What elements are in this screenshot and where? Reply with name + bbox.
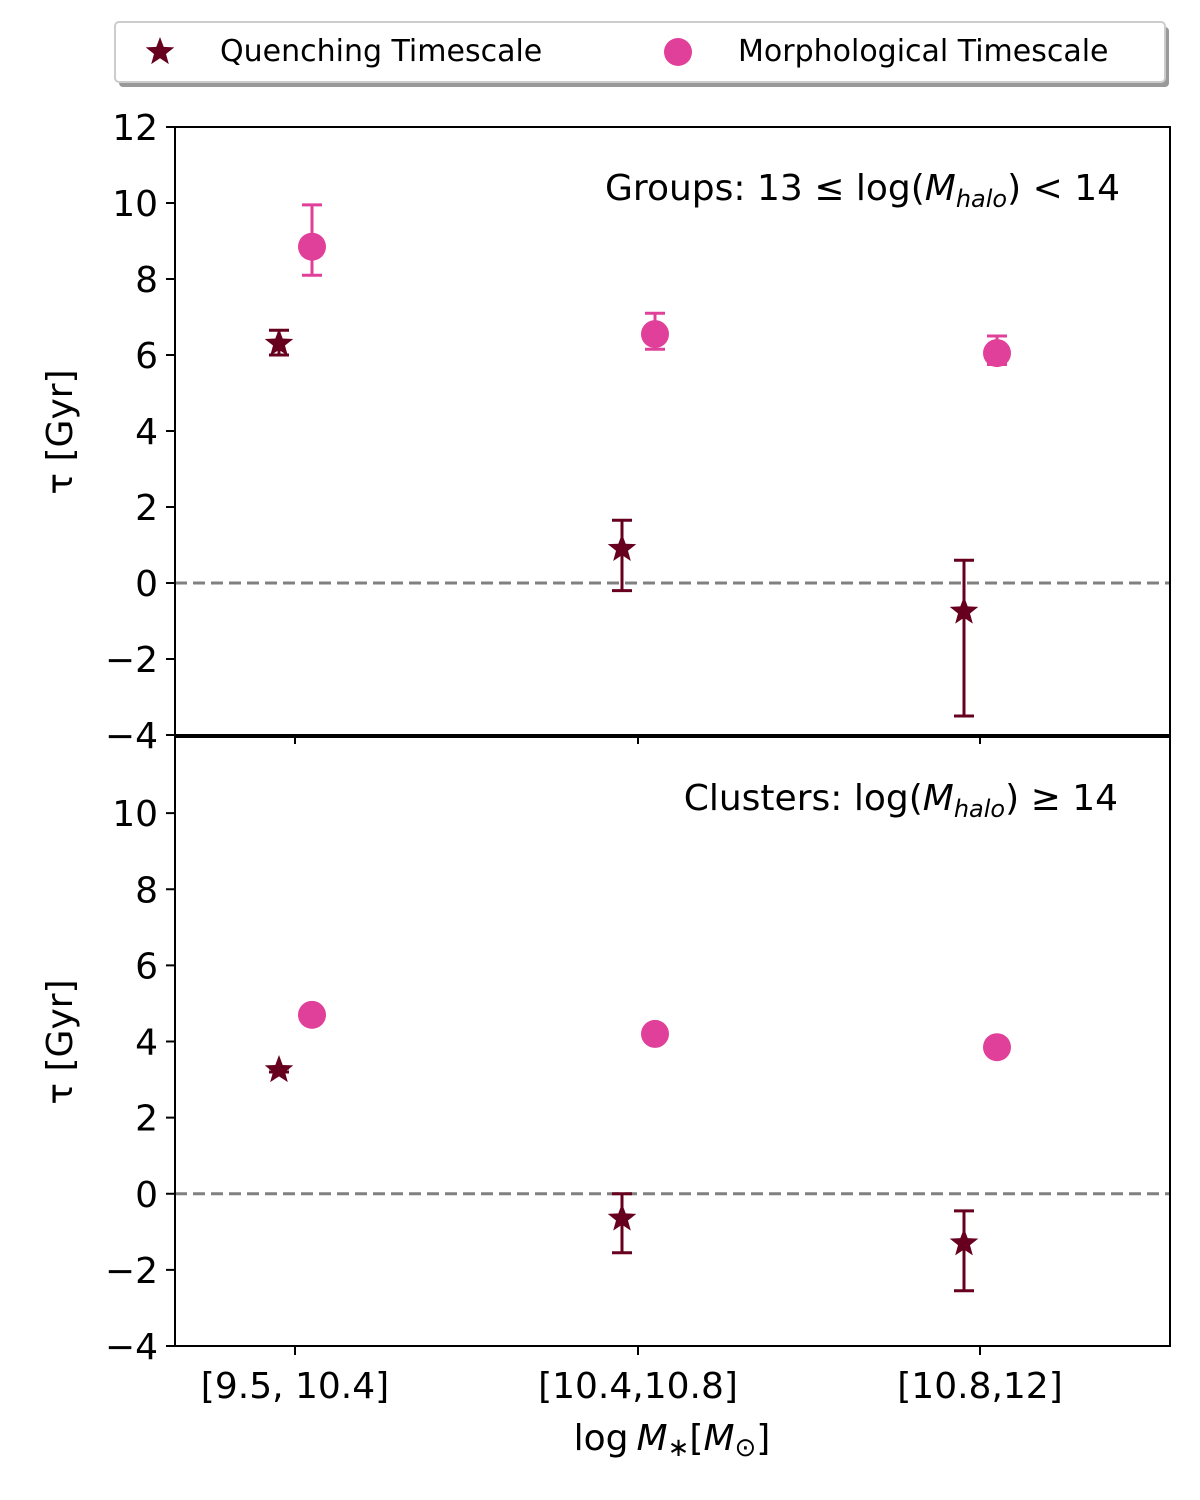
clusters-y-axis-label: τ [Gyr] — [40, 979, 81, 1104]
clusters-axes-frame — [174, 736, 1171, 1347]
groups-y-tick-label: 2 — [135, 488, 158, 529]
clusters-quenching-star-marker — [949, 1228, 979, 1256]
clusters-y-tick-label: 6 — [135, 946, 158, 987]
clusters-y-tick-label: 2 — [135, 1099, 158, 1140]
clusters-y-tick-label: 0 — [135, 1175, 158, 1216]
groups-quenching-star-marker — [264, 328, 294, 356]
groups-y-tick-label: 6 — [135, 336, 158, 377]
groups-y-tick-label: −4 — [105, 716, 158, 757]
groups-panel: −4 −2 0 2 4 6 8 10 12 Groups: 13 ≤ log(Mhalo) < … — [40, 108, 1171, 757]
legend-quenching-label: Quenching Timescale — [220, 34, 542, 69]
x-tick-label: [10.8,12] — [897, 1366, 1063, 1407]
clusters-y-tick-label: −4 — [105, 1327, 158, 1368]
groups-morphological-point — [983, 334, 1011, 368]
legend-box — [114, 21, 1166, 83]
clusters-morphological-point — [983, 1033, 1011, 1062]
clusters-data-marks — [264, 1000, 1011, 1293]
clusters-y-tick-label: 8 — [135, 870, 158, 911]
clusters-y-tick-label: 10 — [112, 794, 158, 835]
groups-axes-frame — [174, 126, 1171, 736]
groups-morphological-circle-marker — [983, 339, 1011, 368]
groups-morphological-circle-marker — [298, 232, 326, 261]
groups-y-tick-label: 10 — [112, 184, 158, 225]
clusters-annotation: Clusters: log(Mhalo) ≥ 14 — [684, 778, 1118, 823]
groups-y-tick-label: 8 — [135, 260, 158, 301]
legend-quenching-marker — [145, 37, 175, 65]
groups-y-tick-label: 0 — [135, 564, 158, 605]
clusters-y-tick-label: 4 — [135, 1023, 158, 1064]
clusters-morphological-circle-marker — [983, 1033, 1011, 1062]
clusters-quenching-star-marker — [264, 1055, 294, 1083]
groups-y-ticks: −4 −2 0 2 4 6 8 10 12 — [105, 108, 175, 757]
groups-y-tick-label: 12 — [112, 108, 158, 149]
clusters-morphological-circle-marker — [641, 1019, 669, 1048]
clusters-quenching-point — [607, 1192, 637, 1255]
groups-morphological-point — [298, 203, 326, 277]
groups-data-marks — [264, 203, 1011, 718]
legend-morphological-marker — [664, 38, 692, 66]
groups-y-tick-label: 4 — [135, 412, 158, 453]
clusters-morphological-point — [641, 1019, 669, 1048]
groups-morphological-point — [641, 311, 669, 351]
clusters-y-ticks: −4 −2 0 2 4 6 8 10 — [105, 794, 175, 1368]
groups-quenching-point — [607, 518, 637, 593]
clusters-morphological-circle-marker — [298, 1000, 326, 1029]
clusters-y-tick-label: −2 — [105, 1251, 158, 1292]
clusters-morphological-point — [298, 1000, 326, 1029]
groups-quenching-point — [949, 558, 979, 718]
groups-y-tick-label: −2 — [105, 640, 158, 681]
clusters-quenching-point — [264, 1055, 294, 1083]
clusters-panel: −4 −2 0 2 4 6 8 10 [9.5, 10.4] [10.4,10.8] [10.8,… — [40, 736, 1171, 1463]
groups-quenching-star-marker — [949, 596, 979, 624]
legend-morphological-label: Morphological Timescale — [738, 34, 1109, 69]
groups-annotation: Groups: 13 ≤ log(Mhalo) < 14 — [605, 168, 1120, 213]
groups-quenching-point — [264, 328, 294, 357]
groups-y-axis-label: τ [Gyr] — [40, 369, 81, 494]
x-tick-label: [9.5, 10.4] — [201, 1366, 389, 1407]
groups-quenching-star-marker — [607, 533, 637, 561]
x-tick-label: [10.4,10.8] — [538, 1366, 738, 1407]
legend: Quenching Timescale Morphological Timesc… — [114, 21, 1169, 87]
clusters-x-ticks: [9.5, 10.4] [10.4,10.8] [10.8,12] — [201, 1346, 1063, 1407]
clusters-quenching-point — [949, 1209, 979, 1293]
groups-morphological-circle-marker — [641, 320, 669, 349]
x-axis-label: log M∗[M⊙] — [574, 1418, 771, 1463]
clusters-quenching-star-marker — [607, 1203, 637, 1231]
